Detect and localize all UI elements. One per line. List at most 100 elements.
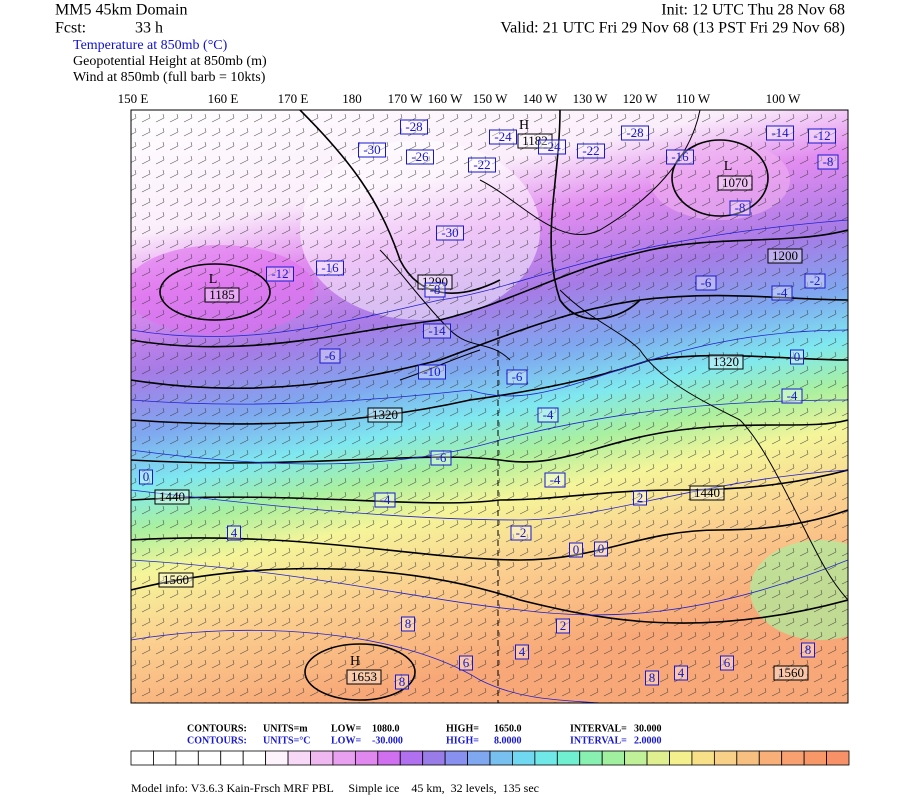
temperature-label-box (515, 644, 529, 660)
height-label: 1560 (163, 572, 189, 587)
temperature-label: -28 (626, 125, 643, 140)
colorbar-cell (691, 750, 715, 766)
temperature-label-box (771, 285, 793, 301)
legend-temperature: 2.0000 (634, 735, 662, 746)
height-label-box (158, 572, 194, 588)
colorbar-cell (556, 750, 581, 766)
longitude-label: 160 W (428, 91, 464, 106)
legend-height: 1650.0 (494, 723, 522, 734)
colorbar-cell (377, 750, 401, 766)
colorbar-cell (332, 750, 356, 766)
temperature-label: -6 (512, 369, 523, 384)
temperature-label: -22 (582, 143, 599, 158)
temperature-label: 6 (724, 655, 731, 670)
temperature-label-box (430, 450, 452, 466)
model-info: Model info: V3.6.3 Kain-Frsch MRF PBL Si… (131, 781, 539, 795)
legend-temperature: CONTOURS: (187, 735, 247, 746)
temperature-label: -4 (380, 492, 391, 507)
longitude-label: 100 W (766, 91, 802, 106)
height-label: 1185 (209, 287, 235, 302)
temperature-label: 8 (649, 670, 656, 685)
temperature-label-box (468, 157, 496, 173)
temperature-label-box (720, 655, 734, 671)
temperature-label: 0 (573, 542, 580, 557)
legend-height: INTERVAL= (570, 723, 627, 734)
colorbar-cell (399, 750, 424, 766)
temperature-label-box (358, 142, 386, 158)
legend-height: 30.000 (634, 723, 662, 734)
temperature-label-box (227, 525, 241, 541)
colorbar-cell (130, 750, 154, 766)
init-time: Init: 12 UTC Thu 28 Nov 68 (661, 2, 845, 19)
temperature-label-box (506, 369, 528, 385)
height-contours (131, 110, 848, 701)
temperature-label: 8 (399, 674, 406, 689)
legend-temperature: INTERVAL= (570, 735, 627, 746)
height-label-box (689, 485, 725, 501)
legend-height: HIGH= (446, 723, 479, 734)
longitude-label: 160 E (208, 91, 239, 106)
temperature-label-box (139, 469, 153, 485)
colorbar-cell (736, 750, 760, 766)
height-label: 1653 (351, 669, 377, 684)
colorbar-cell (422, 750, 446, 766)
temperature-label-box (569, 542, 583, 558)
legend-temperature: LOW= (331, 735, 361, 746)
wind-barbs (131, 110, 848, 703)
map-frame (130, 109, 849, 704)
temperature-label: -10 (423, 364, 440, 379)
temperature-label: -26 (411, 149, 429, 164)
temperature-label-box (319, 348, 341, 364)
temperature-label-box (423, 323, 451, 339)
height-label: 1290 (422, 274, 448, 289)
temperature-label: 2 (637, 490, 644, 505)
pressure-center: H (519, 118, 529, 133)
temperature-label: -4 (777, 285, 788, 300)
fcst-label: Fcst: (55, 20, 86, 37)
temperature-label-box (766, 125, 794, 141)
longitude-label: 170 E (278, 91, 309, 106)
legend-height: UNITS=m (263, 723, 308, 734)
height-label: 1320 (713, 354, 739, 369)
colorbar-cell (713, 750, 738, 766)
legend-temperature: UNITS=°C (263, 735, 311, 746)
temperature-label-box (537, 407, 559, 423)
temperature-label: -8 (735, 200, 746, 215)
temperature-label-box (401, 616, 415, 632)
legend-height: 1080.0 (372, 723, 400, 734)
temperature-label-box (621, 125, 649, 141)
colorbar-cell (669, 750, 693, 766)
height-label-box (517, 133, 553, 149)
colorbar-cell (489, 750, 513, 766)
colorbar-cell (265, 750, 289, 766)
temperature-label-box (544, 472, 566, 488)
temperature-label-box (695, 275, 717, 291)
temperature-label-box (510, 525, 532, 541)
temperature-label-box (436, 225, 464, 241)
temperature-label-box (781, 388, 803, 404)
temperature-label: 4 (519, 644, 526, 659)
colorbar-cell (197, 750, 222, 766)
colorbar-cell (354, 750, 379, 766)
temperature-label: -16 (321, 260, 339, 275)
temperature-label: 0 (143, 469, 150, 484)
temperature-label: -8 (430, 282, 441, 297)
colorbar-cell (803, 750, 827, 766)
map-area (131, 110, 848, 703)
colorbar-cell (534, 750, 558, 766)
temperature-label-box (808, 128, 836, 144)
temperature-label-box (666, 149, 694, 165)
valid-time: Valid: 21 UTC Fri 29 Nov 68 (13 PST Fri … (500, 20, 845, 37)
temperature-label: -12 (271, 266, 288, 281)
domain-title: MM5 45km Domain (55, 2, 187, 19)
colorbar-cell (444, 750, 468, 766)
temperature-label: -2 (810, 273, 821, 288)
legend-temperature: -30.000 (372, 735, 403, 746)
temperature-label-box (418, 364, 446, 380)
colorbar-cell (310, 750, 334, 766)
temperature-label-box (374, 492, 396, 508)
temperature-label-box (674, 665, 688, 681)
longitude-label: 150 E (118, 91, 149, 106)
height-label-box (346, 669, 382, 685)
colorbar-cell (826, 750, 850, 766)
